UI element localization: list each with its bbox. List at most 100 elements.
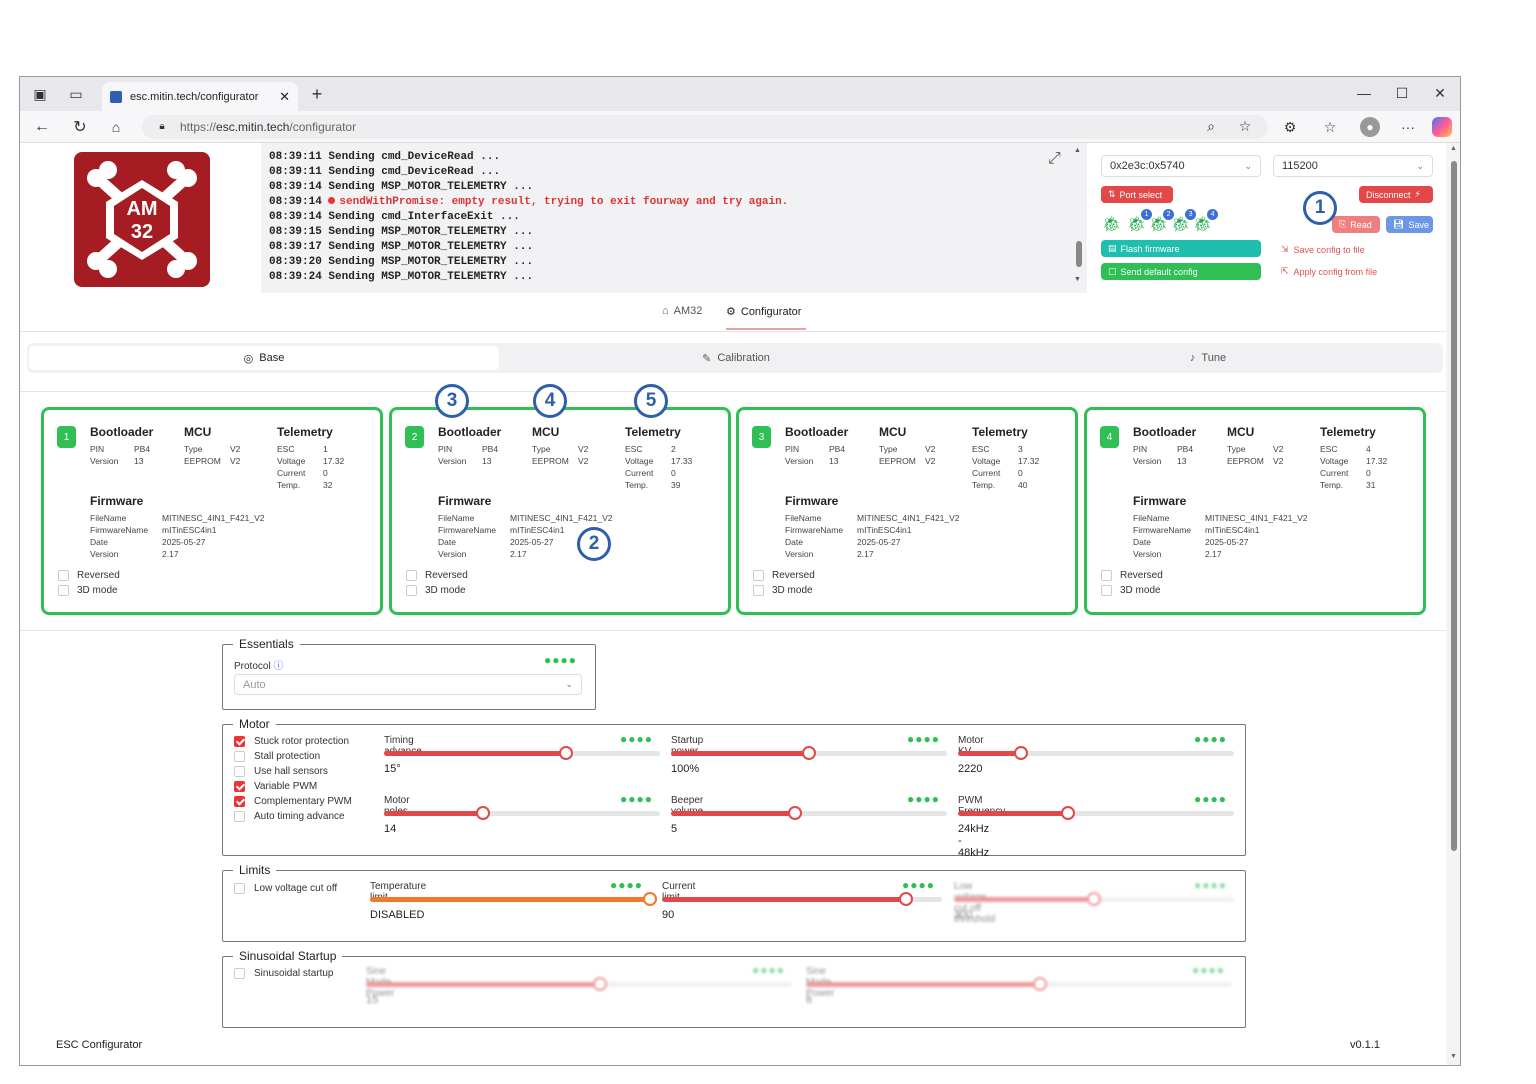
reversed-checkbox[interactable]: Reversed	[753, 570, 815, 581]
reversed-checkbox[interactable]: Reversed	[1101, 570, 1163, 581]
lock-icon[interactable]: 🔒︎	[156, 120, 168, 132]
motor-checkbox[interactable]: Stuck rotor protection	[234, 736, 349, 747]
low-voltage-cutoff-checkbox[interactable]: Low voltage cut off	[234, 883, 337, 894]
port-dropdown[interactable]: 0x2e3c:0x5740 ⌄	[1101, 155, 1261, 177]
page-scrollbar[interactable]: ▲ ▼	[1446, 143, 1461, 1066]
motor-checkbox[interactable]: Stall protection	[234, 751, 320, 762]
esc-2-bug-icon[interactable]: 🐞︎ 2	[1149, 215, 1168, 233]
favorites-icon[interactable]: ☆	[1322, 119, 1338, 135]
checkbox-box[interactable]	[753, 585, 764, 596]
slider-track[interactable]	[954, 897, 1234, 902]
checkbox-box[interactable]	[234, 796, 245, 807]
checkbox-box[interactable]	[1101, 585, 1112, 596]
new-tab-icon[interactable]: +	[308, 85, 326, 103]
console-scrollbar[interactable]: ▲ ▼	[1074, 151, 1084, 285]
slider-track[interactable]	[370, 897, 650, 902]
baud-dropdown[interactable]: 115200 ⌄	[1273, 155, 1433, 177]
slider-handle[interactable]	[899, 892, 913, 906]
slider-handle[interactable]	[1061, 806, 1075, 820]
checkbox-box[interactable]	[406, 585, 417, 596]
save-config-to-file-button[interactable]: ⇲ Save config to file	[1281, 244, 1365, 255]
esc-4-bug-icon[interactable]: 🐞︎ 4	[1193, 215, 1212, 233]
maximize-icon[interactable]: ☐	[1394, 85, 1410, 101]
slider-handle[interactable]	[643, 892, 657, 906]
motor-checkbox[interactable]: Complementary PWM	[234, 796, 352, 807]
motor-checkbox[interactable]: Variable PWM	[234, 781, 317, 792]
profile-avatar[interactable]: ●	[1360, 117, 1380, 137]
extensions-icon[interactable]: ⚙	[1282, 119, 1298, 135]
motor-checkbox[interactable]: Auto timing advance	[234, 811, 345, 822]
slider-handle[interactable]	[593, 977, 607, 991]
read-button[interactable]: ⎘ Read	[1332, 216, 1380, 233]
checkbox-box[interactable]	[234, 811, 245, 822]
protocol-dropdown[interactable]: Auto ⌄	[234, 674, 582, 695]
flash-firmware-button[interactable]: ▤ Flash firmware	[1101, 240, 1261, 257]
close-tab-icon[interactable]: ✕	[279, 89, 290, 105]
slider-track[interactable]	[384, 811, 660, 816]
apply-config-from-file-button[interactable]: ⇱ Apply config from file	[1281, 266, 1377, 277]
slider-handle[interactable]	[788, 806, 802, 820]
slider-track[interactable]	[384, 751, 660, 756]
back-icon[interactable]: ←	[34, 119, 50, 135]
checkbox-box[interactable]	[58, 570, 69, 581]
nav-tab-configurator[interactable]: ⚙ Configurator	[726, 305, 801, 318]
disconnect-button[interactable]: Disconnect ⚡	[1359, 186, 1433, 203]
sinusoidal-startup-checkbox[interactable]: Sinusoidal startup	[234, 968, 334, 979]
slider-handle[interactable]	[1087, 892, 1101, 906]
3d-mode-checkbox[interactable]: 3D mode	[406, 585, 466, 596]
motor-checkbox[interactable]: Use hall sensors	[234, 766, 328, 777]
tab-actions-icon[interactable]: ▭	[68, 86, 84, 102]
checkbox-box[interactable]	[58, 585, 69, 596]
more-menu-icon[interactable]: ···	[1400, 119, 1416, 135]
minimize-icon[interactable]: —	[1356, 85, 1372, 101]
scrollbar-thumb[interactable]	[1451, 161, 1457, 851]
slider-track[interactable]	[958, 751, 1234, 756]
tab-base[interactable]: ◎ Base	[29, 346, 499, 370]
slider-handle[interactable]	[1014, 746, 1028, 760]
checkbox-box[interactable]	[406, 570, 417, 581]
favorite-star-icon[interactable]: ☆	[1238, 119, 1252, 133]
reversed-checkbox[interactable]: Reversed	[58, 570, 120, 581]
refresh-icon[interactable]: ↻	[72, 119, 88, 135]
esc-3-bug-icon[interactable]: 🐞︎ 3	[1171, 215, 1190, 233]
expand-icon[interactable]: ⤢	[1048, 150, 1061, 168]
slider-handle[interactable]	[802, 746, 816, 760]
home-icon[interactable]: ⌂	[108, 119, 124, 135]
tab-calibration[interactable]: ✎ Calibration	[501, 346, 971, 370]
nav-tab-am32[interactable]: ⌂ AM32	[662, 305, 702, 317]
3d-mode-checkbox[interactable]: 3D mode	[1101, 585, 1161, 596]
zoom-icon[interactable]: ⌕	[1204, 119, 1218, 133]
checkbox-box[interactable]	[234, 883, 245, 894]
browser-tab[interactable]: esc.mitin.tech/configurator ✕	[102, 82, 298, 111]
slider-track[interactable]	[366, 982, 792, 987]
slider-handle[interactable]	[476, 806, 490, 820]
slider-track[interactable]	[671, 811, 947, 816]
reversed-checkbox[interactable]: Reversed	[406, 570, 468, 581]
slider-handle[interactable]	[1033, 977, 1047, 991]
workspaces-icon[interactable]: ▣	[32, 86, 48, 102]
slider-track[interactable]	[671, 751, 947, 756]
3d-mode-checkbox[interactable]: 3D mode	[753, 585, 813, 596]
slider-handle[interactable]	[559, 746, 573, 760]
save-button[interactable]: 💾︎ Save	[1386, 216, 1433, 233]
checkbox-box[interactable]	[1101, 570, 1112, 581]
checkbox-box[interactable]	[234, 736, 245, 747]
esc-1-bug-icon[interactable]: 🐞︎ 1	[1127, 215, 1146, 233]
checkbox-box[interactable]	[234, 751, 245, 762]
checkbox-box[interactable]	[753, 570, 764, 581]
3d-mode-checkbox[interactable]: 3D mode	[58, 585, 118, 596]
slider-track[interactable]	[806, 982, 1232, 987]
telemetry-heading: Telemetry	[972, 425, 1028, 439]
slider-track[interactable]	[662, 897, 942, 902]
checkbox-box[interactable]	[234, 968, 245, 979]
tab-tune[interactable]: ♪ Tune	[973, 346, 1443, 370]
send-default-config-button[interactable]: ▢ Send default config	[1101, 263, 1261, 280]
checkbox-box[interactable]	[234, 766, 245, 777]
port-select-button[interactable]: ⇅ Port select	[1101, 186, 1173, 203]
slider-track[interactable]	[958, 811, 1234, 816]
url-field[interactable]: 🔒︎ https://esc.mitin.tech/configurator ⌕…	[142, 115, 1268, 139]
copilot-icon[interactable]	[1432, 117, 1452, 137]
window-close-icon[interactable]: ✕	[1432, 85, 1448, 101]
help-icon[interactable]: ⓘ	[273, 661, 283, 672]
checkbox-box[interactable]	[234, 781, 245, 792]
